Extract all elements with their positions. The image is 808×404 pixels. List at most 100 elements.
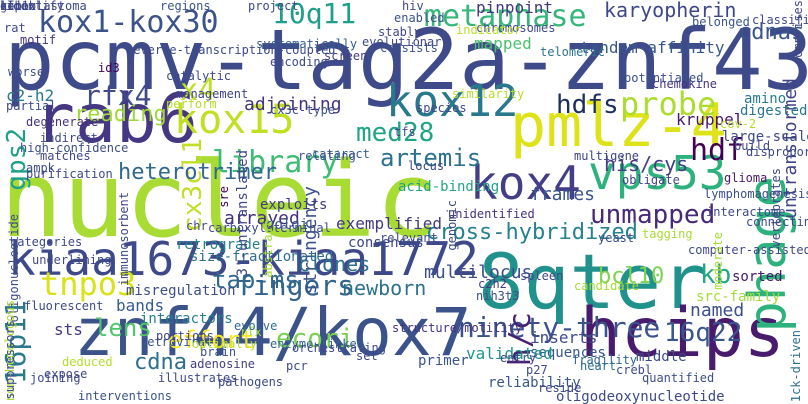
- word-15: metaphase: [424, 0, 587, 34]
- word-22: hdf: [690, 133, 745, 168]
- word-155: suppressors: [3, 320, 17, 400]
- word-82: telomeric: [540, 45, 606, 59]
- word-38: cdna: [134, 350, 187, 375]
- word-103: retroviral: [140, 335, 213, 349]
- word-90: reliability: [488, 375, 581, 391]
- word-135: partial: [6, 99, 57, 113]
- word-69: interactors: [140, 311, 233, 327]
- word-11: kox4: [470, 156, 581, 210]
- word-137: indirect: [40, 131, 98, 145]
- word-100: interventions: [78, 389, 172, 403]
- word-108: c2h2: [478, 277, 507, 291]
- word-43: cdnas: [738, 20, 805, 45]
- word-168: relevant: [380, 231, 438, 245]
- word-181: disproportionate: [746, 145, 808, 159]
- word-20: artemis: [380, 144, 482, 172]
- word-60: sts: [54, 320, 83, 339]
- word-28: x4: [180, 73, 217, 108]
- word-139: ampk: [26, 161, 55, 175]
- word-84: yeast: [598, 231, 635, 245]
- word-145: tfs: [394, 125, 416, 139]
- word-127: screen: [324, 49, 368, 63]
- word-79: large-scale: [722, 129, 808, 145]
- word-66: sequences: [530, 345, 606, 361]
- word-67: frames: [530, 184, 596, 205]
- word-4: 8qter: [478, 237, 707, 326]
- word-161: entry: [500, 351, 537, 365]
- word-128: consists: [380, 41, 438, 55]
- word-58: misregulation: [126, 283, 236, 299]
- word-61: named: [690, 300, 745, 321]
- word-119: indicator: [456, 23, 522, 37]
- word-157: optimally: [192, 337, 258, 351]
- word-12: vps53: [588, 146, 727, 200]
- word-95: brain: [200, 345, 237, 359]
- word-46: reading: [74, 102, 167, 127]
- word-172: comprises: [791, 0, 805, 66]
- word-51: clones: [298, 252, 371, 276]
- word-151: categories: [10, 235, 83, 249]
- word-24: unmapped: [590, 200, 716, 230]
- word-10: kox12: [386, 76, 519, 127]
- word-153: fluorescent: [24, 299, 104, 313]
- word-92: 1ck-driven: [789, 330, 803, 403]
- word-184: kip1: [0, 0, 29, 13]
- word-160: set: [356, 349, 378, 363]
- word-105: evolve: [234, 319, 278, 333]
- word-169: moderate: [711, 232, 725, 290]
- word-89: fragility: [572, 353, 638, 367]
- word-117: stably: [378, 25, 422, 39]
- word-115: belonged: [692, 15, 750, 29]
- word-185: glioblastoma: [0, 0, 87, 13]
- word-81: pinpoint: [476, 0, 554, 17]
- word-78: digested: [740, 103, 808, 119]
- word-163: reside: [538, 381, 582, 395]
- word-125: reverse-transcription-coupled: [126, 43, 336, 57]
- word-98: pathogens: [218, 375, 284, 389]
- word-75: multigene: [574, 149, 640, 163]
- word-113: potentiated: [624, 71, 704, 85]
- word-131: id3: [98, 61, 120, 75]
- word-86: primer: [418, 353, 469, 369]
- word-14: kox1-kox30: [38, 5, 219, 40]
- word-30: gps2: [2, 128, 32, 191]
- word-41: his/cys: [604, 152, 689, 176]
- word-6: rab6: [34, 80, 198, 159]
- word-180: cov-2: [720, 117, 757, 131]
- word-63: bcl10: [598, 264, 665, 289]
- word-70: c2-h2: [6, 86, 55, 105]
- word-186: s-box: [0, 0, 37, 13]
- word-176: 3'-untranslated: [235, 150, 251, 277]
- word-114: classified: [752, 13, 808, 27]
- word-52: newborn: [342, 276, 427, 300]
- word-182: build: [734, 139, 771, 153]
- word-166: spleen: [520, 269, 564, 283]
- word-142: relating: [298, 149, 356, 163]
- word-47: adjoining: [244, 94, 342, 115]
- word-62: sorted: [732, 269, 783, 285]
- word-134: perform: [166, 97, 217, 111]
- word-44: karyopherin: [604, 0, 737, 22]
- word-146: tagging: [642, 227, 693, 241]
- word-1: pcmv-tag2a-znf436: [4, 11, 808, 109]
- word-187: zf: [0, 0, 15, 13]
- word-26: tnpo3: [40, 265, 137, 303]
- word-102: expose: [44, 367, 88, 381]
- word-124: motif: [20, 33, 57, 47]
- word-74: mapped: [474, 34, 532, 53]
- word-120: regions: [160, 0, 211, 13]
- word-173: similarity: [452, 87, 525, 101]
- word-167: genomic: [445, 200, 459, 251]
- word-147: species: [416, 101, 467, 115]
- word-55: exemplified: [336, 214, 442, 233]
- word-17: library: [212, 145, 339, 180]
- word-93: structure/motility: [392, 321, 523, 335]
- word-7: pmlz-4: [510, 91, 727, 161]
- word-49: acid-binding: [398, 179, 500, 195]
- word-110: lymphomagenesis: [704, 187, 808, 201]
- word-87: heart: [580, 359, 617, 373]
- word-18: probe: [620, 85, 717, 123]
- word-179: chr: [186, 219, 208, 233]
- word-97: illustrates: [158, 371, 238, 385]
- word-148: unidentified: [448, 207, 535, 221]
